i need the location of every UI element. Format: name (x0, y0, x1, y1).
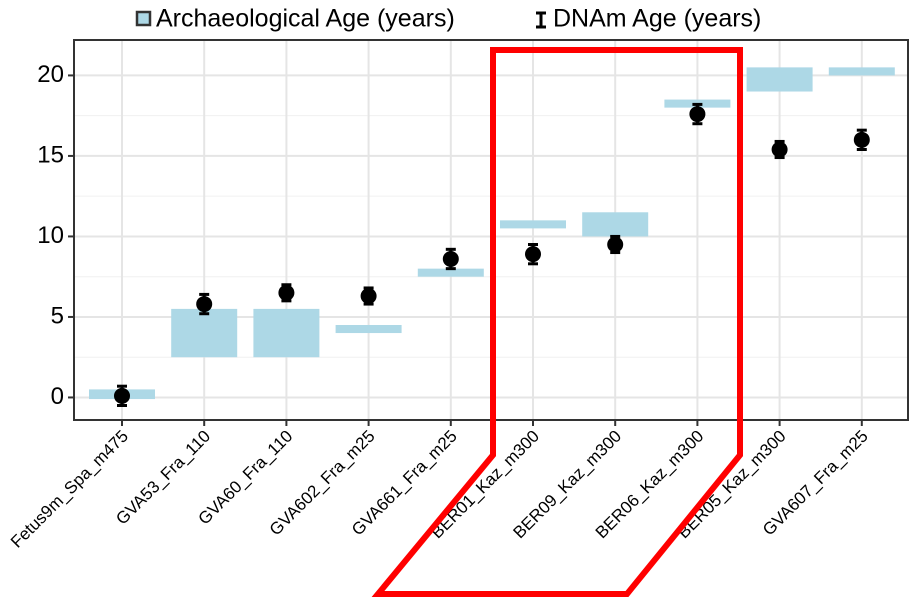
legend-swatch (135, 10, 152, 27)
highlight-outline (371, 47, 743, 597)
y-tick-label: 0 (51, 383, 64, 410)
point (853, 131, 870, 148)
point (525, 246, 541, 263)
legend-label: Archaeological Age (years) (156, 5, 455, 33)
range-bar (746, 67, 813, 92)
range-bar (417, 268, 484, 277)
point (196, 296, 213, 313)
point (442, 250, 459, 267)
y-tick-label: 15 (37, 141, 64, 168)
y-tick-label: 5 (51, 302, 64, 329)
range-bar (335, 325, 402, 334)
range-bar (171, 308, 238, 358)
legend-label: DNAm Age (years) (553, 5, 761, 33)
point (771, 141, 788, 158)
legend: Archaeological Age (years) DNAm Age (yea… (135, 5, 761, 33)
range-bar (500, 220, 566, 229)
range-bar (828, 67, 895, 76)
legend-swatch (536, 11, 546, 29)
range-bar (253, 308, 320, 358)
point (689, 106, 706, 123)
point (360, 288, 377, 305)
y-tick-label: 20 (37, 61, 64, 88)
x-tick-label: Fetus9m_Spa_m475 (7, 427, 132, 552)
point (607, 236, 624, 253)
y-tick-label: 10 (37, 222, 64, 249)
range-bar (582, 212, 649, 237)
point (278, 284, 295, 301)
point (114, 387, 130, 404)
